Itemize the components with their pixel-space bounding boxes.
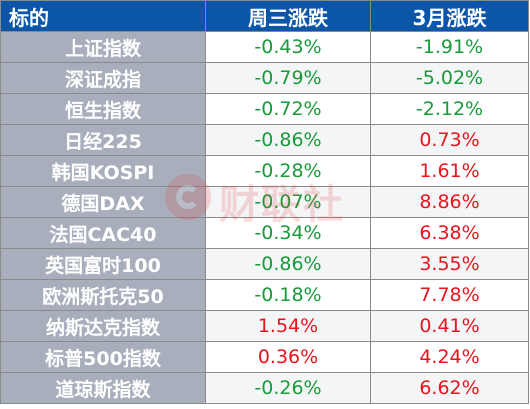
- table-row: 德国DAX -0.07% 8.86%: [0, 186, 529, 218]
- wednesday-change-value: -0.28%: [205, 155, 371, 187]
- wednesday-change-value: -0.34%: [205, 217, 371, 249]
- index-name: 深证成指: [0, 62, 206, 94]
- table-header: 标的 周三涨跌 3月涨跌: [0, 0, 529, 32]
- index-name: 道琼斯指数: [0, 372, 206, 404]
- march-change-value: 0.41%: [370, 310, 529, 342]
- march-change-value: 3.55%: [370, 248, 529, 280]
- march-change-value: 8.86%: [370, 186, 529, 218]
- march-change-value: -1.91%: [370, 31, 529, 63]
- table-row: 标普500指数 0.36% 4.24%: [0, 341, 529, 373]
- march-change-value: 7.78%: [370, 279, 529, 311]
- table-row: 纳斯达克指数 1.54% 0.41%: [0, 310, 529, 342]
- wednesday-change-value: 0.36%: [205, 341, 371, 373]
- table-row: 上证指数 -0.43% -1.91%: [0, 31, 529, 63]
- index-name: 上证指数: [0, 31, 206, 63]
- header-row: 标的 周三涨跌 3月涨跌: [0, 0, 529, 32]
- index-name: 韩国KOSPI: [0, 155, 206, 187]
- index-name: 英国富时100: [0, 248, 206, 280]
- march-change-value: 1.61%: [370, 155, 529, 187]
- wednesday-change-value: -0.18%: [205, 279, 371, 311]
- table-row: 道琼斯指数 -0.26% 6.62%: [0, 372, 529, 404]
- table-row: 英国富时100 -0.86% 3.55%: [0, 248, 529, 280]
- index-name: 标普500指数: [0, 341, 206, 373]
- table-row: 日经225 -0.86% 0.73%: [0, 124, 529, 156]
- header-march-change: 3月涨跌: [370, 0, 529, 32]
- march-change-value: -5.02%: [370, 62, 529, 94]
- march-change-value: 6.62%: [370, 372, 529, 404]
- table-body: 上证指数 -0.43% -1.91% 深证成指 -0.79% -5.02% 恒生…: [0, 31, 529, 404]
- index-name: 欧洲斯托克50: [0, 279, 206, 311]
- wednesday-change-value: -0.86%: [205, 124, 371, 156]
- index-name: 德国DAX: [0, 186, 206, 218]
- march-change-value: -2.12%: [370, 93, 529, 125]
- march-change-value: 6.38%: [370, 217, 529, 249]
- header-index-name: 标的: [0, 0, 206, 32]
- table-row: 法国CAC40 -0.34% 6.38%: [0, 217, 529, 249]
- table-row: 恒生指数 -0.72% -2.12%: [0, 93, 529, 125]
- table-row: 深证成指 -0.79% -5.02%: [0, 62, 529, 94]
- wednesday-change-value: -0.26%: [205, 372, 371, 404]
- header-wednesday-change: 周三涨跌: [205, 0, 371, 32]
- index-name: 日经225: [0, 124, 206, 156]
- march-change-value: 0.73%: [370, 124, 529, 156]
- table-row: 韩国KOSPI -0.28% 1.61%: [0, 155, 529, 187]
- wednesday-change-value: -0.72%: [205, 93, 371, 125]
- wednesday-change-value: 1.54%: [205, 310, 371, 342]
- index-name: 恒生指数: [0, 93, 206, 125]
- wednesday-change-value: -0.79%: [205, 62, 371, 94]
- march-change-value: 4.24%: [370, 341, 529, 373]
- wednesday-change-value: -0.43%: [205, 31, 371, 63]
- wednesday-change-value: -0.07%: [205, 186, 371, 218]
- index-name: 法国CAC40: [0, 217, 206, 249]
- table-row: 欧洲斯托克50 -0.18% 7.78%: [0, 279, 529, 311]
- index-name: 纳斯达克指数: [0, 310, 206, 342]
- wednesday-change-value: -0.86%: [205, 248, 371, 280]
